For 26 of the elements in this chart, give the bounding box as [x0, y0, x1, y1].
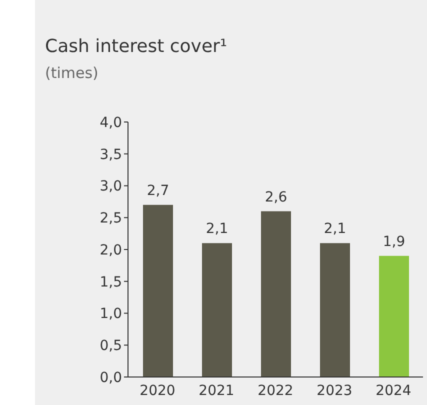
x-tick-label: 2020	[140, 382, 176, 399]
x-tick-label: 2021	[198, 382, 234, 399]
y-tick-label: 4,0	[100, 114, 122, 131]
bar	[320, 243, 350, 377]
y-tick-label: 3,5	[100, 146, 122, 163]
chart-subtitle: (times)	[45, 64, 98, 82]
bar	[379, 256, 409, 377]
y-tick-label: 1,5	[100, 274, 122, 290]
x-tick-label: 2022	[258, 382, 294, 399]
data-label: 2,1	[206, 221, 228, 238]
y-tick-label: 2,0	[100, 242, 122, 258]
chart-title: Cash interest cover¹	[45, 36, 228, 57]
data-label: 2,6	[264, 189, 288, 206]
y-tick-label: 3,0	[100, 178, 122, 195]
x-tick-label: 2024	[376, 382, 412, 399]
bar	[143, 204, 173, 377]
data-label: 2,7	[146, 182, 170, 199]
bar	[202, 243, 232, 377]
bar	[261, 211, 291, 377]
y-tick-label: 2,5	[100, 210, 122, 227]
y-tick-label: 0,0	[100, 370, 122, 386]
y-tick-label: 0,5	[100, 338, 122, 354]
data-label: 1,9	[382, 234, 406, 250]
data-label: 2,1	[324, 221, 346, 238]
y-tick-label: 1,0	[100, 306, 122, 322]
x-tick-label: 2023	[316, 382, 352, 399]
